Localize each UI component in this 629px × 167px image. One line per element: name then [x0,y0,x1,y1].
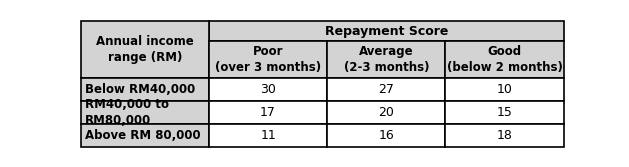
Text: 27: 27 [379,83,394,96]
Text: Annual income
range (RM): Annual income range (RM) [96,35,194,64]
Bar [209,124,327,147]
Text: 15: 15 [497,106,513,119]
Text: 11: 11 [260,129,276,142]
Bar [81,21,209,78]
Bar [209,21,564,41]
Text: 16: 16 [379,129,394,142]
Text: Average
(2-3 months): Average (2-3 months) [343,45,429,74]
Bar [209,41,327,78]
Bar [445,101,564,124]
Bar [327,78,445,101]
Bar [81,124,209,147]
Text: Repayment Score: Repayment Score [325,25,448,38]
Bar [81,101,209,124]
Text: Poor
(over 3 months): Poor (over 3 months) [215,45,321,74]
Text: RM40,000 to
RM80,000: RM40,000 to RM80,000 [85,98,169,127]
Bar [327,41,445,78]
Bar [327,124,445,147]
Text: 20: 20 [379,106,394,119]
Text: Above RM 80,000: Above RM 80,000 [85,129,201,142]
Bar [81,78,209,101]
Text: 17: 17 [260,106,276,119]
Bar [209,78,327,101]
Text: Good
(below 2 months): Good (below 2 months) [447,45,562,74]
Bar [327,101,445,124]
Bar [209,101,327,124]
Text: 30: 30 [260,83,276,96]
Text: 18: 18 [497,129,513,142]
Text: 10: 10 [497,83,513,96]
Bar [445,78,564,101]
Text: Below RM40,000: Below RM40,000 [85,83,195,96]
Bar [445,41,564,78]
Bar [445,124,564,147]
